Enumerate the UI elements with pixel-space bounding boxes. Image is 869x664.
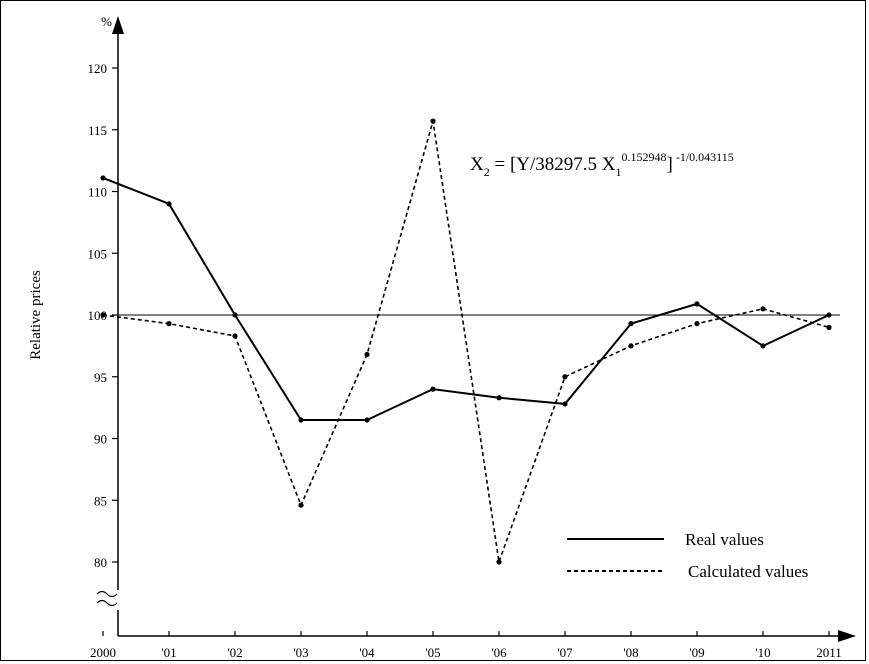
eq-mid: = [Y/38297.5 X <box>490 154 616 175</box>
point-real-values <box>100 175 106 181</box>
point-real-values <box>232 312 238 318</box>
series-line-calculated-values <box>102 120 830 563</box>
x-tick-label: '09 <box>689 645 704 660</box>
point-real-values <box>562 401 568 407</box>
point-real-values <box>760 343 766 349</box>
series-group <box>100 118 832 565</box>
point-real-values <box>364 417 370 423</box>
x-tick-label: '06 <box>491 645 507 660</box>
x-ticks: 2000 '01 '02 '03 '04 '05 '06 '07 '08 '09 '10 2011 <box>90 631 842 660</box>
x-tick-label: 2000 <box>90 645 116 660</box>
series-line-real-values <box>102 176 830 421</box>
x-tick-label: '02 <box>227 645 242 660</box>
point-calculated-values <box>100 312 106 318</box>
point-calculated-values <box>232 333 238 339</box>
point-calculated-values <box>364 351 370 358</box>
point-calculated-values <box>496 559 502 565</box>
x-tick-label: 2011 <box>816 645 842 660</box>
point-calculated-values <box>298 502 304 508</box>
legend-label-calculated: Calculated values <box>688 562 808 581</box>
y-tick-label: 90 <box>94 432 107 447</box>
y-tick-label: 105 <box>88 246 108 261</box>
point-real-values <box>826 312 832 318</box>
point-real-values <box>166 201 172 207</box>
eq-base: X <box>470 154 484 175</box>
point-real-values <box>628 321 634 327</box>
y-ticks: 80 85 90 95 100 105 110 115 120 <box>88 61 118 570</box>
x-tick-label: '07 <box>557 645 573 660</box>
x-tick-label: '01 <box>161 645 176 660</box>
point-calculated-values <box>760 306 766 312</box>
point-calculated-values <box>562 374 568 380</box>
axis-break-icon <box>96 590 118 607</box>
y-tick-label: 80 <box>94 555 107 570</box>
point-real-values <box>496 395 502 401</box>
y-tick-label: 95 <box>94 370 107 385</box>
x-tick-label: '08 <box>623 645 638 660</box>
eq-end-sup: -1/0.043115 <box>673 150 734 164</box>
eq-base-sub: 2 <box>484 165 490 179</box>
point-calculated-values <box>166 321 172 327</box>
eq-mid-sub: 1 <box>616 165 622 179</box>
legend-label-real: Real values <box>685 530 764 549</box>
point-calculated-values <box>430 118 436 124</box>
x-tick-label: '05 <box>425 645 440 660</box>
x-tick-label: '04 <box>359 645 375 660</box>
point-real-values <box>430 386 436 392</box>
point-calculated-values <box>628 343 634 349</box>
y-tick-label: 85 <box>94 493 107 508</box>
eq-mid-sup: 0.152948 <box>622 150 667 164</box>
equation-annotation: X2 = [Y/38297.5 X10.152948] -1/0.043115 <box>470 150 734 179</box>
y-tick-label: 115 <box>88 123 107 138</box>
eq-end: ] <box>667 154 673 175</box>
legend: Real values Calculated values <box>567 530 808 581</box>
point-real-values <box>298 417 304 423</box>
point-real-values <box>694 301 700 307</box>
x-axis-arrow <box>838 630 856 642</box>
y-axis-arrow <box>112 16 124 34</box>
y-tick-label: 120 <box>88 61 108 76</box>
point-calculated-values <box>826 324 832 330</box>
y-tick-label: 110 <box>88 185 107 200</box>
y-unit-label: % <box>101 14 112 29</box>
x-tick-label: '03 <box>293 645 308 660</box>
point-calculated-values <box>694 321 700 327</box>
y-tick-label: 100 <box>88 308 108 323</box>
axes: % <box>96 14 856 642</box>
x-tick-label: '10 <box>755 645 770 660</box>
y-axis-title: Relative prices <box>28 270 44 360</box>
